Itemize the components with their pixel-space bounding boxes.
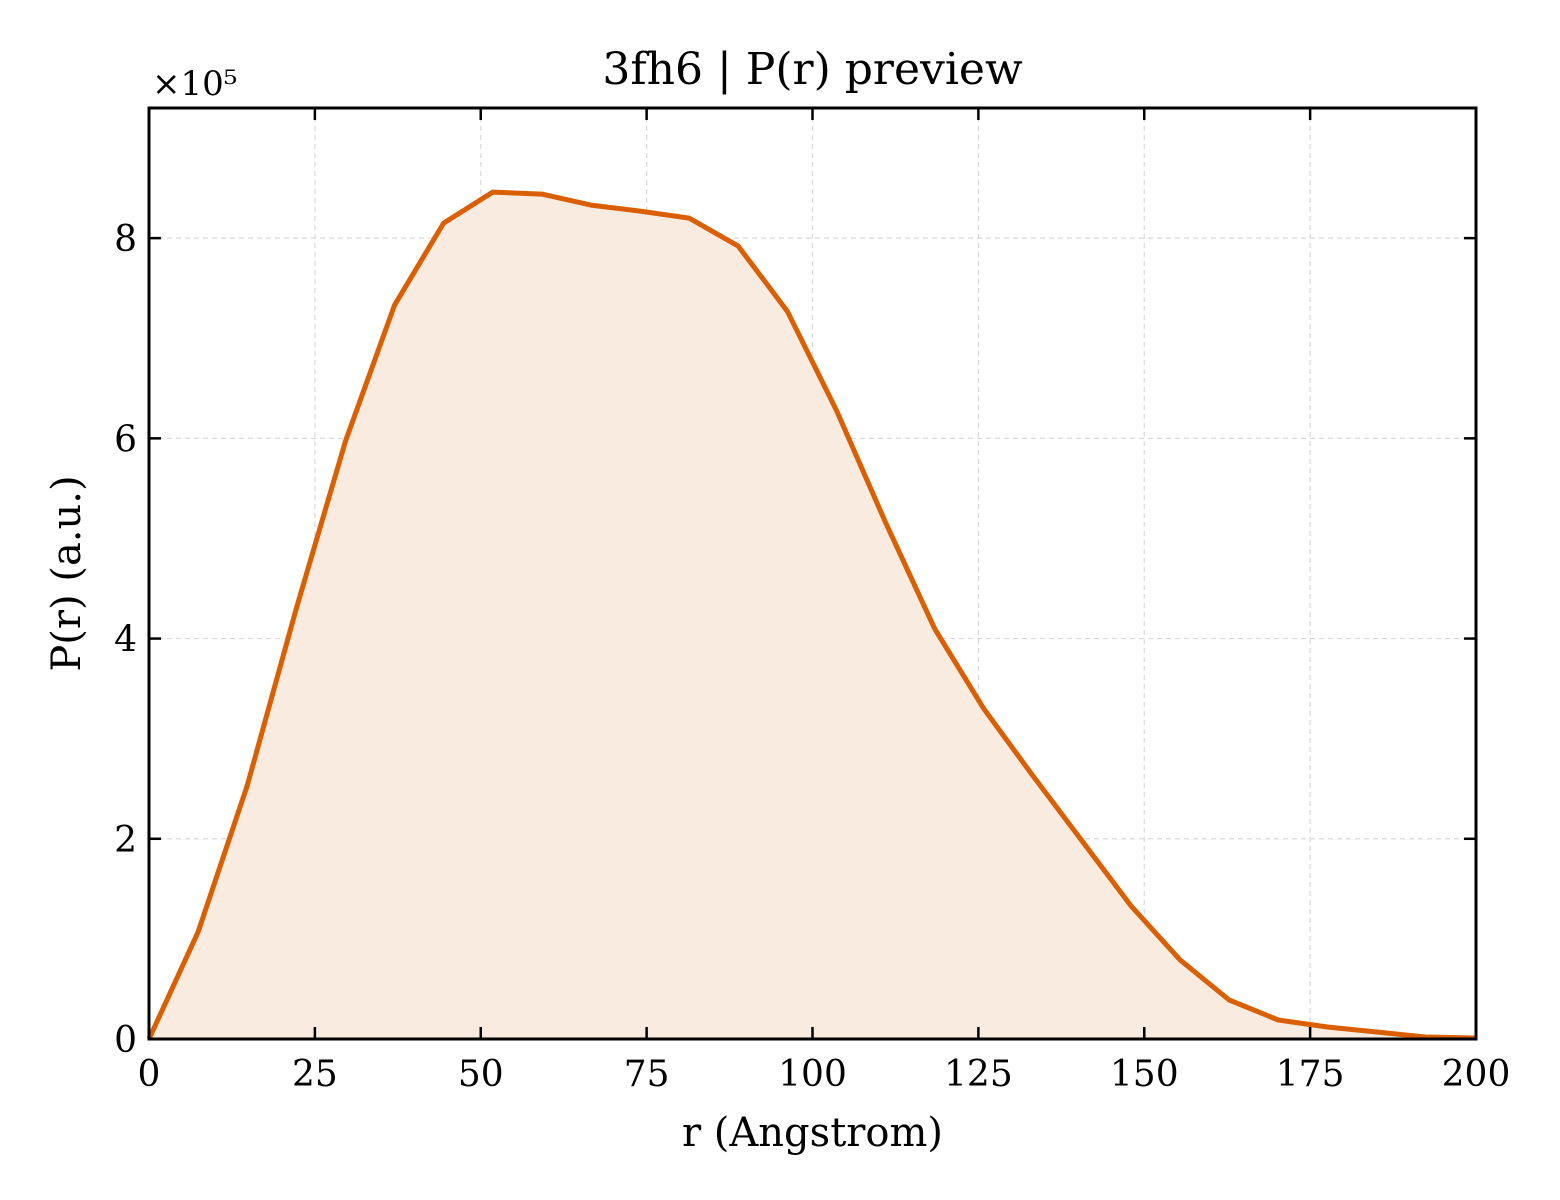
y-tick-label: 0	[114, 1020, 137, 1061]
y-tick-label: 2	[114, 820, 137, 861]
x-tick-label: 100	[778, 1054, 847, 1095]
x-axis-label: r (Angstrom)	[682, 1110, 943, 1156]
y-axis-offset-label: ×10⁵	[152, 64, 237, 104]
x-tick-label: 0	[138, 1054, 161, 1095]
x-tick-label: 75	[624, 1054, 670, 1095]
axis-ticks: 0 25 50 75 100 125 150 175 200 0 2 4 6 8	[114, 108, 1510, 1095]
y-tick-label: 6	[114, 419, 137, 460]
x-tick-label: 125	[944, 1054, 1013, 1095]
x-tick-label: 50	[458, 1054, 504, 1095]
x-tick-label: 150	[1110, 1054, 1179, 1095]
x-tick-label: 175	[1276, 1054, 1345, 1095]
pr-series-line	[146, 189, 1477, 1041]
x-tick-label: 200	[1442, 1054, 1511, 1095]
x-tick-label: 25	[292, 1054, 338, 1095]
y-tick-label: 8	[114, 219, 137, 260]
pr-area-fill	[149, 192, 1476, 1040]
chart-title: 3fh6 | P(r) preview	[602, 44, 1023, 95]
y-axis-label: P(r) (a.u.)	[44, 475, 90, 671]
y-tick-label: 4	[114, 620, 137, 661]
